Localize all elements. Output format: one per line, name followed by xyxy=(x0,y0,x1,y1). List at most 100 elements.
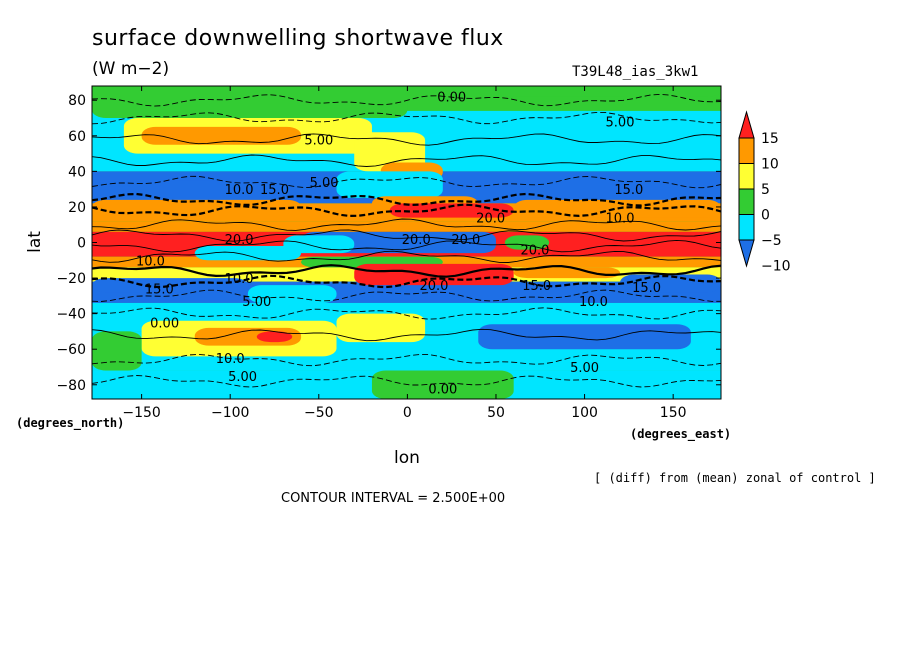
heatmap-patch xyxy=(478,324,691,350)
y-tick-label: −40 xyxy=(56,307,86,323)
heatmap-patch xyxy=(194,246,302,261)
plot-area: 0.00 5.00 5.00 5.00 10.0 15.0 20.0 10.0 15.0 20.0… xyxy=(91,85,722,400)
heatmap-patch xyxy=(159,180,337,200)
heatmap-patch xyxy=(504,235,550,250)
heatmap-features xyxy=(92,86,721,399)
contour-label: 10.0 xyxy=(225,272,254,287)
y-axis-units: (degrees_north) xyxy=(16,416,124,431)
contour-label: 10.0 xyxy=(136,254,165,269)
contour-label: 10.0 xyxy=(606,212,635,227)
x-tick-label: −150 xyxy=(122,405,160,421)
contour-line xyxy=(91,328,722,342)
chart-units: (W m−2) xyxy=(92,59,169,79)
heatmap-patch xyxy=(256,331,293,343)
heatmap-patch xyxy=(336,313,426,343)
y-axis-label: lat xyxy=(25,231,45,253)
y-tick-label: 20 xyxy=(68,200,86,216)
contour-labels: 0.00 5.00 5.00 5.00 10.0 15.0 20.0 10.0 15.0 20.0… xyxy=(136,91,661,398)
colorbar-segment xyxy=(738,163,755,190)
y-tick-label: −60 xyxy=(56,342,86,358)
heatmap-patch xyxy=(354,132,426,172)
colorbar-top-arrow xyxy=(738,110,755,139)
colorbar-segment xyxy=(738,137,755,164)
heatmap-patch xyxy=(283,235,355,254)
contour-label: 20.0 xyxy=(419,279,448,294)
contour-label: 10.0 xyxy=(579,295,608,310)
colorbar: 15 10 5 0 −5 −10 xyxy=(738,110,791,275)
y-tick-label: 40 xyxy=(68,164,86,180)
contour-line xyxy=(91,203,722,218)
heatmap-patch xyxy=(92,86,408,119)
contour-label: 5.00 xyxy=(606,116,635,131)
heatmap-patch xyxy=(247,285,337,303)
colorbar-label: −5 xyxy=(761,233,782,249)
contour-label: 5.00 xyxy=(310,176,339,191)
contour-line xyxy=(91,307,722,320)
contour-label: 0.00 xyxy=(150,317,179,332)
contour-label: 20.0 xyxy=(225,233,254,248)
contour-label: 5.00 xyxy=(228,370,257,385)
contour-lines xyxy=(91,93,722,388)
contour-line xyxy=(91,289,722,302)
contour-label: 0.00 xyxy=(428,382,457,397)
contour-label: 20.0 xyxy=(476,212,505,227)
contour-line xyxy=(91,229,722,242)
contour-label: 10.0 xyxy=(225,183,254,198)
x-tick-label: 50 xyxy=(487,405,505,421)
contour-line xyxy=(91,154,722,167)
contour-line xyxy=(91,192,722,207)
heatmap-patch xyxy=(513,267,621,279)
heatmap-patch xyxy=(92,199,302,215)
colorbar-segment xyxy=(738,214,755,241)
colorbar-label: 10 xyxy=(761,157,779,173)
contour-line xyxy=(91,218,722,231)
contour-line xyxy=(91,111,722,125)
heatmap-patch xyxy=(92,331,142,371)
contour-line xyxy=(91,274,722,289)
contour-label: 10.0 xyxy=(216,352,245,367)
contour-line xyxy=(91,264,722,278)
x-axis-label: lon xyxy=(394,448,420,468)
y-tick-label: −80 xyxy=(56,378,86,394)
contour-label: 15.0 xyxy=(632,281,661,296)
x-tick-label: 150 xyxy=(660,405,687,421)
colorbar-bottom-arrow xyxy=(738,239,755,268)
contour-line xyxy=(91,353,722,367)
contour-label: 20.0 xyxy=(451,233,480,248)
heatmap-patch xyxy=(371,370,514,399)
y-tick-label: −20 xyxy=(56,271,86,287)
x-tick-label: 0 xyxy=(403,405,412,421)
heatmap-patch xyxy=(141,126,302,145)
contour-label: 5.00 xyxy=(570,361,599,376)
contour-label: 20.0 xyxy=(520,244,549,259)
contour-label: 15.0 xyxy=(614,183,643,198)
contour-label: 15.0 xyxy=(145,283,174,298)
colorbar-label: 0 xyxy=(761,208,770,224)
contour-label: 0.00 xyxy=(437,91,466,106)
contour-interval: CONTOUR INTERVAL = 2.500E+00 xyxy=(281,491,505,506)
colorbar-segment xyxy=(738,188,755,215)
heatmap-patch xyxy=(389,203,514,218)
y-tick-label: 80 xyxy=(68,93,86,109)
y-tick-label: 60 xyxy=(68,129,86,145)
colorbar-label: 15 xyxy=(761,131,779,147)
contour-label: 5.00 xyxy=(242,295,271,310)
contour-line xyxy=(91,93,722,107)
x-axis-units: (degrees_east) xyxy=(630,427,731,442)
contour-line xyxy=(91,175,722,189)
heatmap-band xyxy=(92,221,721,232)
contour-line xyxy=(91,375,722,388)
colorbar-label: −10 xyxy=(761,259,791,275)
contour-label: 15.0 xyxy=(522,279,551,294)
contour-line xyxy=(91,239,722,253)
heatmap-patch xyxy=(336,171,443,199)
heatmap-patch xyxy=(354,263,514,286)
contour-label: 15.0 xyxy=(260,183,289,198)
heatmap-patch xyxy=(513,199,721,218)
contour-line xyxy=(91,250,722,263)
heatmap-patch xyxy=(442,352,585,371)
x-tick-label: 100 xyxy=(571,405,598,421)
x-tick-label: −100 xyxy=(211,405,249,421)
contour-label: 20.0 xyxy=(402,233,431,248)
y-axis-ticks: 80 60 40 20 0 −20 −40 −60 −80 xyxy=(56,93,721,394)
